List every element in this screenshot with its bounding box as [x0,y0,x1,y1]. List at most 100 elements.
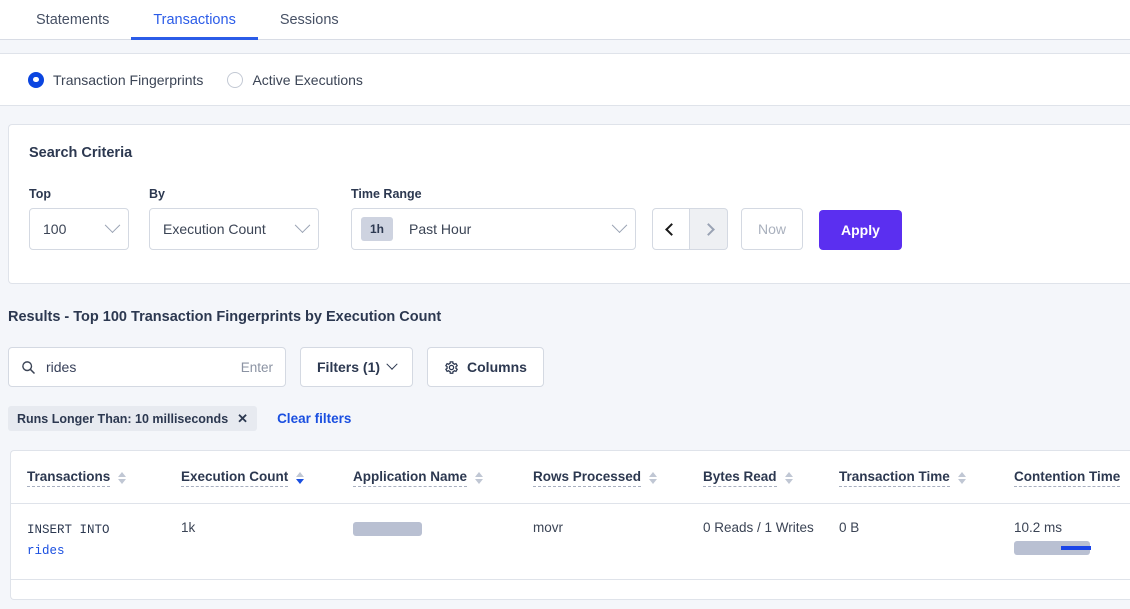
search-icon [22,360,36,374]
columns-button-label: Columns [467,359,527,375]
application-name-value: movr [533,520,563,535]
time-range-label: Time Range [351,187,422,201]
sort-icon[interactable] [649,472,658,484]
column-header-bytes-read-label: Bytes Read [703,469,777,487]
sort-desc-icon [475,479,484,484]
sort-desc-icon [649,479,658,484]
by-field: By Execution Count [149,187,319,250]
results-table: Transactions Execution Count [11,451,1130,581]
chevron-down-icon [104,216,121,233]
transaction-time-bar-overlay [1061,546,1091,550]
next-period-button[interactable] [690,208,728,250]
now-button[interactable]: Now [741,208,803,250]
radio-selected-icon [28,71,44,88]
results-table-card: Transactions Execution Count [10,450,1130,600]
sort-desc-icon [784,479,793,484]
sql-match-text[interactable]: rides [27,543,65,558]
radio-unselected-icon [227,71,244,88]
by-select[interactable]: Execution Count [149,208,319,250]
main-tabbar: Statements Transactions Sessions [0,0,1130,40]
radio-transaction-fingerprints-label: Transaction Fingerprints [53,71,204,88]
sort-desc-icon [118,479,127,484]
table-header-row: Transactions Execution Count [11,451,1130,504]
tab-sessions[interactable]: Sessions [258,0,361,39]
by-label: By [149,187,165,201]
bytes-read-value: 0 B [839,520,860,535]
radio-active-executions[interactable]: Active Executions [227,71,363,88]
cell-transaction-sql: INSERT INTO rides [11,503,181,581]
search-enter-hint: Enter [240,359,273,375]
search-input[interactable]: rides Enter [8,347,286,387]
sort-icon[interactable] [118,472,127,484]
results-title: Results - Top 100 Transaction Fingerprin… [8,309,442,325]
filter-chip-label: Runs Longer Than: 10 milliseconds [17,411,229,426]
time-range-value: Past Hour [409,221,472,237]
tab-statements[interactable]: Statements [14,0,131,39]
chevron-down-icon [611,216,628,233]
transaction-time-value: 10.2 ms [1014,520,1063,535]
columns-button[interactable]: Columns [427,347,544,387]
top-value: 100 [43,221,67,237]
table-row[interactable]: INSERT INTO rides 1k movr 0 Reads / 1 Wr… [11,503,1130,581]
time-nav-buttons [652,208,728,250]
column-header-contention-time-label: Contention Time [1014,469,1121,487]
cell-execution-count: 1k [181,503,353,581]
transaction-time-bar-fill [1014,541,1090,555]
sort-icon-active[interactable] [296,472,305,484]
cell-transaction-time: 10.2 ms [1014,503,1130,581]
sort-icon[interactable] [957,472,966,484]
view-toggle-bar: Transaction Fingerprints Active Executio… [0,53,1130,106]
sort-asc-icon [296,472,305,477]
top-select[interactable]: 100 [29,208,129,250]
column-header-rows-processed-label: Rows Processed [533,469,642,487]
radio-transaction-fingerprints[interactable]: Transaction Fingerprints [28,71,204,88]
results-toolbar: rides Enter Filters (1) Columns [8,347,1130,387]
top-field: Top 100 [29,187,129,250]
sort-icon[interactable] [784,472,793,484]
by-value: Execution Count [163,221,266,237]
chevron-left-icon [664,222,678,236]
sql-keyword-text: INSERT INTO [27,523,110,537]
column-header-transactions[interactable]: Transactions [11,451,181,504]
search-criteria-card: Search Criteria Top 100 By Execution Cou… [8,124,1130,284]
search-input-value: rides [46,359,77,375]
column-header-application-name-label: Application Name [353,469,468,487]
time-range-field: Time Range 1h Past Hour [351,187,636,250]
apply-button[interactable]: Apply [819,210,902,250]
chevron-right-icon [702,222,715,236]
sort-asc-icon [784,472,793,477]
previous-period-button[interactable] [652,208,690,250]
sort-desc-icon [957,479,966,484]
column-header-execution-count[interactable]: Execution Count [181,451,353,504]
sort-icon[interactable] [475,472,484,484]
cell-rows-processed: 0 Reads / 1 Writes [703,503,839,581]
tab-transactions[interactable]: Transactions [131,0,259,40]
tab-sessions-label: Sessions [279,11,339,28]
time-range-select[interactable]: 1h Past Hour [351,208,636,250]
chevron-down-icon [386,358,398,370]
cell-application-name: movr [533,503,703,581]
column-header-bytes-read[interactable]: Bytes Read [703,451,839,504]
apply-button-label: Apply [841,222,880,238]
sort-asc-icon [957,472,966,477]
column-header-rows-processed[interactable]: Rows Processed [533,451,703,504]
sort-desc-icon [296,479,305,484]
clear-filters-button[interactable]: Clear filters [277,411,352,426]
cell-bytes-read: 0 B [839,503,1014,581]
close-icon[interactable]: ✕ [237,410,249,426]
column-header-transaction-time[interactable]: Transaction Time [839,451,1014,504]
rows-processed-value: 0 Reads / 1 Writes [703,520,814,535]
column-header-contention-time[interactable]: Contention Time [1014,451,1130,504]
time-range-badge: 1h [361,217,394,241]
top-label: Top [29,187,51,201]
transaction-time-bar [1014,541,1114,555]
filters-button[interactable]: Filters (1) [300,347,414,387]
filter-chip-runs-longer-than[interactable]: Runs Longer Than: 10 milliseconds ✕ [8,406,258,431]
sort-asc-icon [649,472,658,477]
active-filters-row: Runs Longer Than: 10 milliseconds ✕ Clea… [8,406,1130,431]
sort-asc-icon [118,472,127,477]
chevron-down-icon [294,216,311,233]
tab-transactions-label: Transactions [153,11,236,28]
column-header-execution-count-label: Execution Count [181,469,289,487]
column-header-application-name[interactable]: Application Name [353,451,533,504]
